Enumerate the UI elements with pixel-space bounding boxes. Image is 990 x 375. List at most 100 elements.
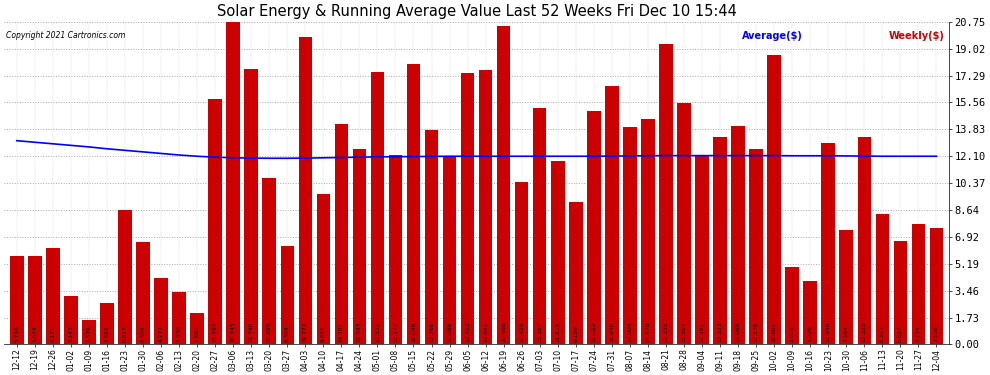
Text: 15.792: 15.792: [213, 322, 218, 342]
Text: 14.181: 14.181: [339, 322, 344, 342]
Bar: [912, 224, 925, 344]
Bar: [64, 296, 77, 344]
Bar: [227, 22, 240, 344]
Bar: [785, 267, 799, 344]
Bar: [857, 137, 871, 344]
Bar: [352, 149, 366, 344]
Text: 17.641: 17.641: [483, 322, 488, 342]
Text: 17.521: 17.521: [375, 322, 380, 342]
Bar: [190, 314, 204, 344]
Text: 7.506: 7.506: [934, 326, 939, 342]
Bar: [443, 156, 456, 344]
Bar: [894, 241, 907, 344]
Text: 19.335: 19.335: [663, 322, 668, 342]
Text: 18.601: 18.601: [771, 322, 776, 342]
Text: 13.766: 13.766: [429, 322, 434, 342]
Bar: [317, 194, 330, 344]
Bar: [804, 281, 817, 344]
Text: 6.637: 6.637: [898, 326, 903, 342]
Text: 10.459: 10.459: [519, 322, 524, 342]
Text: 5.001: 5.001: [790, 326, 795, 342]
Bar: [262, 178, 276, 344]
Bar: [930, 228, 943, 344]
Bar: [479, 70, 492, 344]
Text: 3.143: 3.143: [68, 326, 73, 342]
Bar: [677, 103, 691, 344]
Bar: [569, 202, 582, 344]
Text: 19.772: 19.772: [303, 322, 308, 342]
Text: Copyright 2021 Cartronics.com: Copyright 2021 Cartronics.com: [6, 32, 126, 40]
Text: 15.507: 15.507: [681, 322, 686, 342]
Bar: [47, 249, 59, 344]
Bar: [551, 161, 564, 344]
Text: 12.177: 12.177: [393, 322, 398, 342]
Text: Weekly($): Weekly($): [888, 32, 944, 41]
Bar: [172, 292, 186, 344]
Bar: [659, 44, 672, 344]
Bar: [695, 155, 709, 344]
Text: 13.323: 13.323: [718, 322, 723, 342]
Text: 9.651: 9.651: [321, 326, 326, 342]
Text: 2.692: 2.692: [105, 326, 110, 342]
Bar: [208, 99, 222, 344]
Text: 15.022: 15.022: [591, 322, 596, 342]
Bar: [497, 26, 511, 344]
Bar: [335, 124, 348, 344]
Bar: [749, 149, 763, 344]
Text: 20.745: 20.745: [231, 321, 236, 342]
Text: 17.452: 17.452: [465, 322, 470, 342]
Bar: [118, 210, 132, 344]
Bar: [642, 119, 654, 344]
Text: 7.384: 7.384: [843, 325, 848, 342]
Text: Average($): Average($): [742, 32, 803, 41]
Text: 12.191: 12.191: [700, 322, 705, 342]
Bar: [840, 230, 853, 344]
Bar: [822, 143, 835, 344]
Text: 18.046: 18.046: [411, 322, 416, 342]
Text: 3.380: 3.380: [176, 325, 181, 342]
Text: 6.171: 6.171: [50, 326, 55, 342]
Text: 4.096: 4.096: [808, 326, 813, 342]
Text: 15.187: 15.187: [538, 322, 543, 342]
Text: 14.470: 14.470: [645, 322, 650, 342]
Bar: [460, 73, 474, 344]
Text: 4.277: 4.277: [158, 325, 163, 342]
Text: 5.674: 5.674: [33, 326, 38, 342]
Text: 1.579: 1.579: [86, 326, 91, 342]
Bar: [713, 137, 727, 344]
Bar: [605, 86, 619, 344]
Bar: [767, 55, 781, 344]
Text: 6.584: 6.584: [141, 326, 146, 342]
Bar: [533, 108, 546, 344]
Bar: [407, 64, 420, 344]
Bar: [587, 111, 601, 344]
Bar: [389, 155, 402, 344]
Bar: [137, 242, 149, 344]
Bar: [623, 127, 637, 344]
Text: 5.716: 5.716: [14, 326, 19, 342]
Text: 12.543: 12.543: [356, 322, 362, 342]
Text: 8.617: 8.617: [123, 326, 128, 342]
Text: 12.088: 12.088: [447, 322, 452, 342]
Text: 9.159: 9.159: [573, 326, 578, 342]
Text: 14.069: 14.069: [736, 322, 741, 342]
Bar: [875, 214, 889, 344]
Text: 7.774: 7.774: [916, 325, 921, 342]
Bar: [299, 37, 312, 344]
Text: 8.397: 8.397: [880, 325, 885, 342]
Text: 14.004: 14.004: [628, 322, 633, 342]
Text: 10.695: 10.695: [266, 322, 271, 342]
Bar: [515, 182, 529, 344]
Text: 11.814: 11.814: [555, 322, 560, 342]
Bar: [154, 278, 167, 344]
Bar: [370, 72, 384, 344]
Bar: [10, 255, 24, 344]
Title: Solar Energy & Running Average Value Last 52 Weeks Fri Dec 10 15:44: Solar Energy & Running Average Value Las…: [217, 4, 737, 19]
Text: 13.325: 13.325: [861, 322, 867, 342]
Bar: [245, 69, 258, 344]
Text: 16.646: 16.646: [609, 322, 615, 342]
Bar: [732, 126, 744, 344]
Text: 1.991: 1.991: [195, 326, 200, 342]
Bar: [28, 256, 42, 344]
Text: 12.576: 12.576: [753, 322, 758, 342]
